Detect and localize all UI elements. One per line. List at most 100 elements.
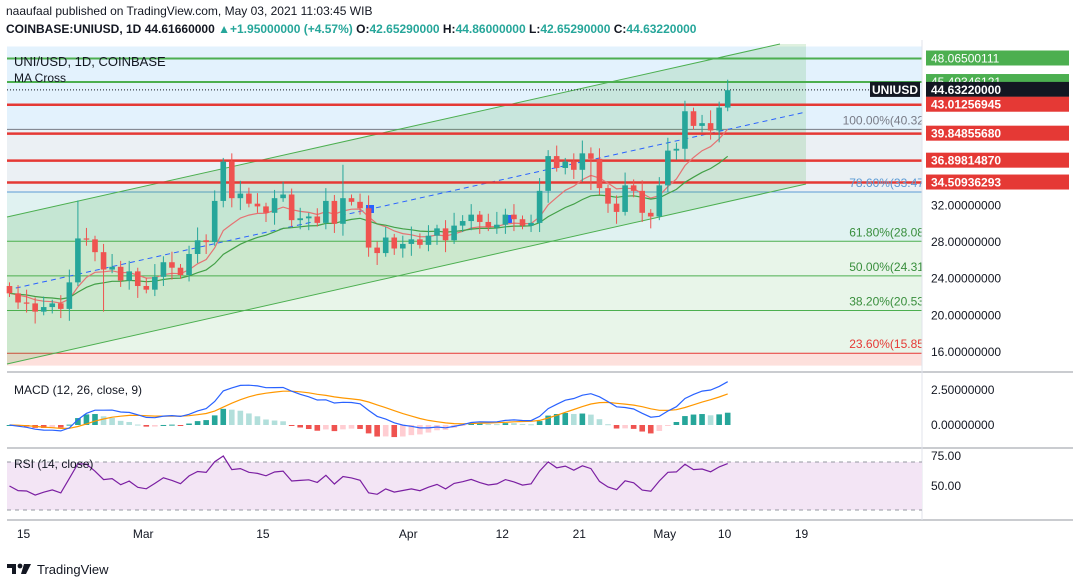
candle-body[interactable] <box>263 206 269 213</box>
candle-body[interactable] <box>673 148 680 151</box>
candle-body[interactable] <box>340 198 346 224</box>
candle-body[interactable] <box>254 203 261 207</box>
candle-body[interactable] <box>408 239 415 244</box>
candle-body[interactable] <box>374 247 380 254</box>
candle-body[interactable] <box>502 214 509 225</box>
candle-body[interactable] <box>588 153 594 159</box>
candle-body[interactable] <box>571 161 577 170</box>
candle-body[interactable] <box>724 90 731 108</box>
candle-body[interactable] <box>23 302 30 304</box>
candle-body[interactable] <box>126 271 132 281</box>
candle-body[interactable] <box>536 190 543 223</box>
candle-body[interactable] <box>297 218 303 221</box>
candle-body[interactable] <box>596 158 603 189</box>
candle-body[interactable] <box>382 237 389 254</box>
candle-body[interactable] <box>630 185 637 191</box>
candle-body[interactable] <box>220 161 227 201</box>
macd-histogram-bar <box>639 425 645 432</box>
candle-body[interactable] <box>177 267 184 276</box>
candle-body[interactable] <box>152 276 158 290</box>
candle-body[interactable] <box>280 194 286 199</box>
candle-body[interactable] <box>246 193 252 204</box>
candle-body[interactable] <box>622 185 628 212</box>
macd-histogram-bar <box>169 424 175 426</box>
candle-body[interactable] <box>716 107 722 131</box>
candle-body[interactable] <box>391 237 398 249</box>
candle-body[interactable] <box>485 221 492 228</box>
candle-body[interactable] <box>425 235 432 245</box>
candle-body[interactable] <box>656 185 663 217</box>
candle-body[interactable] <box>442 228 449 241</box>
candle-body[interactable] <box>305 216 312 219</box>
candle-body[interactable] <box>468 214 474 222</box>
candle-body[interactable] <box>553 156 560 168</box>
candle-body[interactable] <box>647 212 654 217</box>
candle-body[interactable] <box>519 219 526 226</box>
candle-body[interactable] <box>348 198 355 202</box>
candle-body[interactable] <box>434 228 440 236</box>
candle-body[interactable] <box>271 198 278 213</box>
macd-pane: 2.50000000 0.00000000 <box>6 381 995 438</box>
candle-body[interactable] <box>117 266 124 281</box>
macd-tick-0: 2.50000000 <box>931 383 995 397</box>
candle-body[interactable] <box>194 240 201 254</box>
candle-body[interactable] <box>58 303 64 309</box>
candle-body[interactable] <box>365 208 372 248</box>
candle-body[interactable] <box>459 221 466 226</box>
candle-body[interactable] <box>682 111 688 149</box>
tradingview-brand[interactable]: TradingView <box>6 558 109 580</box>
candle-body[interactable] <box>639 190 645 213</box>
macd-histogram-bar <box>305 425 312 430</box>
candle-body[interactable] <box>203 240 209 243</box>
candle-body[interactable] <box>109 266 115 270</box>
candle-body[interactable] <box>143 286 150 290</box>
macd-histogram-bar <box>83 414 90 425</box>
candle-body[interactable] <box>100 252 107 270</box>
candle-body[interactable] <box>511 214 517 220</box>
candle-body[interactable] <box>169 262 175 268</box>
macd-histogram-bar <box>673 422 680 425</box>
candle-body[interactable] <box>15 293 21 303</box>
candle-body[interactable] <box>699 123 705 126</box>
candle-body[interactable] <box>476 214 483 222</box>
candle-body[interactable] <box>6 286 13 294</box>
candle-body[interactable] <box>323 200 329 223</box>
candle-body[interactable] <box>83 238 90 240</box>
candle-body[interactable] <box>49 303 56 308</box>
candle-body[interactable] <box>229 161 235 199</box>
candle-body[interactable] <box>562 161 569 168</box>
candle-body[interactable] <box>400 243 406 249</box>
candle-body[interactable] <box>211 200 218 243</box>
symbol-full: COINBASE:UNIUSD, 1D <box>6 22 142 36</box>
candle-body[interactable] <box>451 225 457 241</box>
candle-body[interactable] <box>417 239 423 245</box>
candle-body[interactable] <box>613 203 620 212</box>
candle-body[interactable] <box>237 193 244 199</box>
macd-histogram-bar <box>314 425 321 431</box>
candle-body[interactable] <box>528 222 534 226</box>
candle-body[interactable] <box>665 150 671 186</box>
candle-body[interactable] <box>314 216 321 223</box>
macd-histogram-bar <box>553 414 560 425</box>
macd-histogram-bar <box>340 425 346 430</box>
candle-body[interactable] <box>75 238 81 283</box>
candle-body[interactable] <box>707 123 714 131</box>
candle-body[interactable] <box>605 188 611 204</box>
candle-body[interactable] <box>288 194 295 221</box>
candle-body[interactable] <box>494 224 500 228</box>
candle-body[interactable] <box>160 262 167 277</box>
candle-body[interactable] <box>545 156 551 191</box>
candle-body[interactable] <box>66 282 73 309</box>
candle-body[interactable] <box>690 111 697 126</box>
candle-body[interactable] <box>357 201 363 209</box>
candles <box>6 79 731 324</box>
candle-body[interactable] <box>134 271 141 287</box>
price-tick-6: 34.50936293 <box>931 176 1001 190</box>
candle-body[interactable] <box>40 307 47 312</box>
candle-body[interactable] <box>32 303 38 312</box>
candle-body[interactable] <box>92 239 98 253</box>
candle-body[interactable] <box>186 253 192 276</box>
candle-body[interactable] <box>579 153 586 170</box>
candle-body[interactable] <box>331 200 338 224</box>
